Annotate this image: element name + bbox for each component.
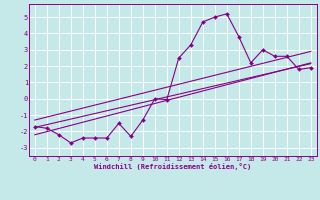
X-axis label: Windchill (Refroidissement éolien,°C): Windchill (Refroidissement éolien,°C) — [94, 163, 252, 170]
